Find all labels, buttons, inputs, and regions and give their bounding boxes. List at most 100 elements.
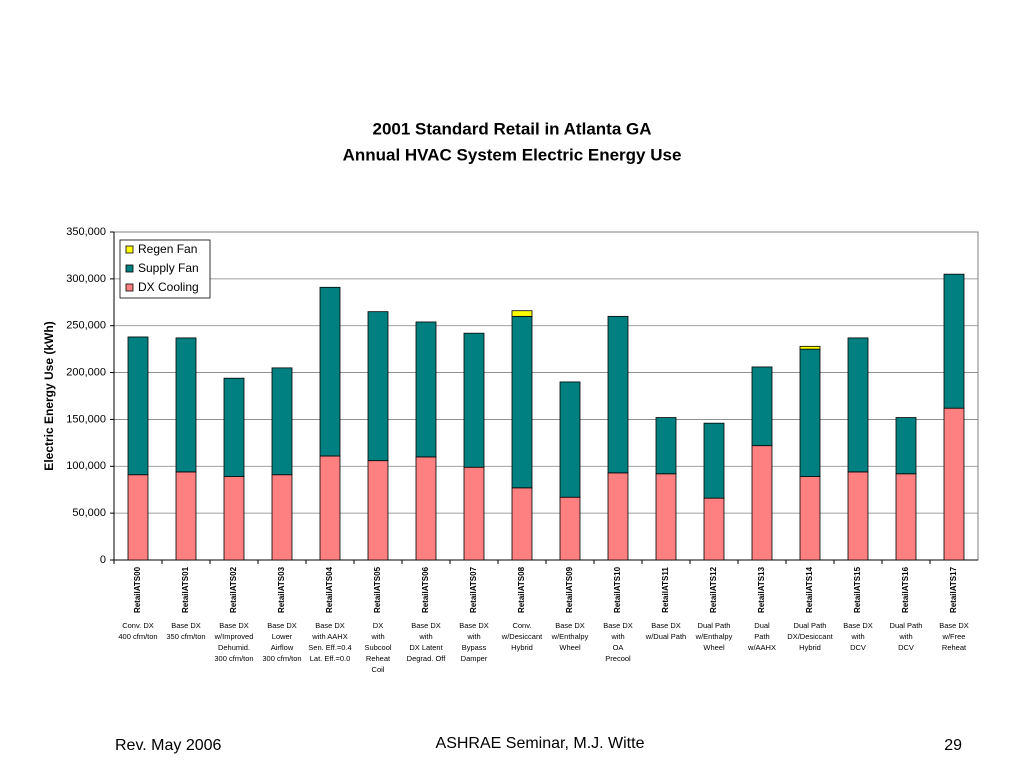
- bar-segment: [559, 381, 581, 498]
- bar-segment: [607, 315, 629, 474]
- chart-subtitle: Annual HVAC System Electric Energy Use: [343, 145, 682, 164]
- legend-label: Supply Fan: [138, 261, 199, 275]
- category-description: 400 cfm/ton: [118, 632, 157, 641]
- bar-segment: [415, 456, 437, 561]
- category-description: Dual Path: [890, 621, 923, 630]
- bar-segment: [655, 417, 677, 475]
- category-description: with: [418, 632, 432, 641]
- category-description: Path: [754, 632, 769, 641]
- x-tick-label: RetailATS17: [949, 566, 958, 613]
- y-tick-label: 350,000: [66, 226, 106, 238]
- bar-segment: [799, 348, 821, 477]
- category-description: Dehumid.: [218, 643, 250, 652]
- legend-swatch: [125, 245, 134, 254]
- y-tick-label: 300,000: [66, 273, 106, 285]
- bar-segment: [367, 460, 389, 561]
- x-tick-label: RetailATS06: [421, 566, 430, 613]
- bar-segment: [127, 474, 149, 561]
- category-description: Base DX: [219, 621, 249, 630]
- bar-segment: [703, 422, 725, 499]
- category-description: w/AAHX: [747, 643, 776, 652]
- bar-segment: [655, 473, 677, 561]
- bar-segment: [127, 336, 149, 476]
- legend-label: Regen Fan: [138, 242, 197, 256]
- bar-segment: [319, 286, 341, 457]
- bar-segment: [511, 315, 533, 489]
- category-description: Dual Path: [794, 621, 827, 630]
- bar-segment: [271, 474, 293, 561]
- bar-segment: [799, 345, 821, 350]
- category-description: Dual Path: [698, 621, 731, 630]
- bar-segment: [463, 466, 485, 561]
- bar-segment: [751, 445, 773, 561]
- category-description: Damper: [461, 654, 488, 663]
- x-tick-label: RetailATS03: [277, 566, 286, 613]
- category-description: Base DX: [315, 621, 345, 630]
- category-description: DX: [373, 621, 383, 630]
- bar-segment: [415, 321, 437, 458]
- bar-segment: [511, 487, 533, 561]
- x-tick-label: RetailATS09: [565, 566, 574, 613]
- x-tick-label: RetailATS15: [853, 566, 862, 613]
- bar-segment: [559, 496, 581, 561]
- x-tick-label: RetailATS13: [757, 566, 766, 613]
- bar-segment: [943, 407, 965, 561]
- category-description: w/Free: [942, 632, 966, 641]
- bar-segment: [847, 471, 869, 561]
- bar-segment: [223, 377, 245, 477]
- x-tick-label: RetailATS14: [805, 566, 814, 613]
- category-description: Degrad. Off: [407, 654, 447, 663]
- category-description: DCV: [898, 643, 914, 652]
- category-description: DX/Desiccant: [787, 632, 833, 641]
- x-tick-label: RetailATS02: [229, 566, 238, 613]
- legend-swatch: [125, 283, 134, 292]
- bar-segment: [703, 497, 725, 561]
- bar-segment: [223, 476, 245, 561]
- category-description: Airflow: [271, 643, 294, 652]
- x-tick-label: RetailATS05: [373, 566, 382, 613]
- bar-segment: [895, 417, 917, 475]
- footer-right: 29: [944, 737, 962, 754]
- x-tick-label: RetailATS12: [709, 566, 718, 613]
- category-description: Base DX: [651, 621, 681, 630]
- category-description: Bypass: [462, 643, 487, 652]
- bar-segment: [799, 476, 821, 561]
- category-description: with: [898, 632, 912, 641]
- bar-segment: [607, 472, 629, 561]
- category-description: Wheel: [703, 643, 725, 652]
- category-description: Reheat: [366, 654, 391, 663]
- x-tick-label: RetailATS11: [661, 567, 670, 613]
- category-description: Base DX: [939, 621, 969, 630]
- x-tick-label: RetailATS10: [613, 566, 622, 613]
- bar-segment: [463, 332, 485, 468]
- legend-box: [119, 239, 211, 299]
- bar-segment: [175, 337, 197, 473]
- category-description: with: [850, 632, 864, 641]
- y-tick-label: 0: [100, 554, 106, 566]
- y-tick-label: 50,000: [72, 507, 106, 519]
- bar-segment: [367, 311, 389, 462]
- bar-segment: [751, 366, 773, 447]
- x-tick-label: RetailATS16: [901, 566, 910, 613]
- category-description: Lat. Eff.=0.0: [310, 654, 351, 663]
- bar-segment: [511, 310, 533, 317]
- bar-segment: [175, 471, 197, 561]
- category-description: 300 cfm/ton: [214, 654, 253, 663]
- category-description: Precool: [605, 654, 631, 663]
- category-description: w/Improved: [214, 632, 254, 641]
- category-description: Base DX: [411, 621, 441, 630]
- bar-segment: [895, 473, 917, 561]
- legend-label: DX Cooling: [138, 280, 199, 294]
- bar-segment: [271, 367, 293, 476]
- category-description: with: [466, 632, 480, 641]
- category-description: Reheat: [942, 643, 967, 652]
- x-tick-label: RetailATS00: [133, 566, 142, 613]
- category-description: w/Dual Path: [645, 632, 686, 641]
- y-tick-label: 150,000: [66, 413, 106, 425]
- category-description: w/Enthalpy: [551, 632, 589, 641]
- category-description: Base DX: [603, 621, 633, 630]
- plot-area: [113, 231, 979, 561]
- category-description: with: [370, 632, 384, 641]
- category-description: Dual: [754, 621, 770, 630]
